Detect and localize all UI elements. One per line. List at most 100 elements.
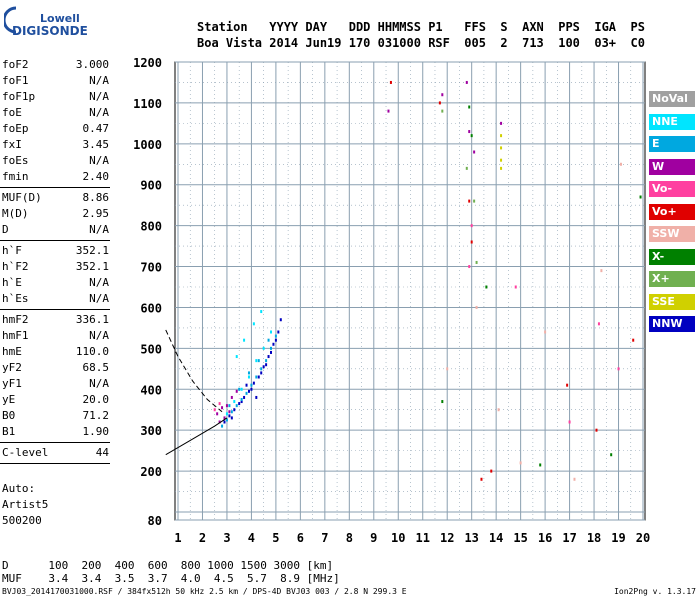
data-point-e bbox=[274, 334, 277, 338]
digisonde-logo-arc-icon bbox=[4, 6, 17, 34]
param-value: N/A bbox=[89, 90, 109, 103]
param-value: 336.1 bbox=[75, 313, 109, 326]
param-name: h`F2 bbox=[2, 260, 29, 273]
param-separator bbox=[0, 442, 110, 443]
param-value: 8.86 bbox=[82, 191, 110, 204]
data-point-nnw bbox=[240, 400, 243, 404]
param-value: N/A bbox=[89, 329, 109, 342]
y-tick-label: 300 bbox=[140, 424, 162, 438]
legend-item-w: W bbox=[649, 158, 695, 175]
y-tick-label: 600 bbox=[140, 301, 162, 315]
param-value: 68.5 bbox=[82, 361, 110, 374]
param-row: foEs N/A bbox=[2, 153, 109, 168]
data-point-sse bbox=[500, 134, 503, 138]
legend-item-ssw: SSW bbox=[649, 226, 695, 242]
data-point-w bbox=[230, 395, 233, 399]
muf-distance-row: D 100 200 400 600 800 1000 1500 3000 [km… bbox=[2, 559, 334, 572]
data-point-nne bbox=[240, 387, 243, 391]
x-tick-label: 18 bbox=[587, 531, 601, 545]
param-row: foE N/A bbox=[2, 105, 109, 120]
data-point-nnw bbox=[279, 318, 282, 322]
x-tick-label: 16 bbox=[538, 531, 552, 545]
param-name: h`E bbox=[2, 276, 22, 289]
data-point-e bbox=[267, 338, 270, 342]
data-point-nnw bbox=[230, 416, 233, 420]
data-point-e bbox=[225, 418, 228, 422]
y-tick-label: 700 bbox=[140, 261, 162, 275]
y-tick-label: 400 bbox=[140, 383, 162, 397]
plot-frame bbox=[174, 61, 646, 521]
param-value: 2.95 bbox=[82, 207, 110, 220]
data-point-vo bbox=[468, 265, 471, 269]
data-point-nnw bbox=[277, 330, 280, 334]
autoscale-label: Auto: bbox=[2, 482, 36, 495]
data-point-nne bbox=[262, 346, 265, 350]
param-name: B1 bbox=[2, 425, 16, 438]
data-point-w bbox=[228, 410, 231, 414]
data-point-w bbox=[235, 389, 238, 393]
data-point-nne bbox=[260, 310, 263, 314]
x-tick-label: 6 bbox=[297, 531, 304, 545]
data-point-w bbox=[216, 412, 219, 416]
param-row: D N/A bbox=[2, 222, 109, 237]
x-tick-label: 11 bbox=[416, 531, 430, 545]
legend-item-noval: NoVal bbox=[649, 91, 695, 107]
param-row: fmin 2.40 bbox=[2, 169, 109, 184]
param-value: N/A bbox=[89, 276, 109, 289]
y-tick-label: 1200 bbox=[133, 56, 162, 70]
param-value: N/A bbox=[89, 292, 109, 305]
param-value: 3.45 bbox=[82, 138, 110, 151]
param-row: MUF(D) 8.86 bbox=[2, 190, 109, 205]
data-point-e bbox=[257, 359, 260, 363]
param-row: foF2 3.000 bbox=[2, 57, 109, 72]
data-point-vo bbox=[490, 469, 493, 473]
param-name: fxI bbox=[2, 138, 22, 151]
param-value: 2.40 bbox=[82, 170, 110, 183]
data-point-nne bbox=[243, 338, 246, 342]
data-point-nnw bbox=[238, 402, 241, 406]
data-point-nnw bbox=[270, 350, 272, 354]
param-value: N/A bbox=[89, 106, 109, 119]
data-point-x bbox=[485, 285, 488, 289]
x-tick-label: 7 bbox=[321, 531, 328, 545]
data-point-vo bbox=[438, 101, 441, 105]
data-point-e bbox=[240, 398, 243, 401]
data-point-x bbox=[470, 134, 473, 138]
data-point-e bbox=[270, 346, 272, 350]
x-tick-label: 2 bbox=[199, 531, 206, 545]
data-point-e bbox=[228, 404, 231, 408]
param-name: foF1 bbox=[2, 74, 29, 87]
software-version: Ion2Png v. 1.3.17 bbox=[614, 587, 696, 596]
autoscale-code: 500200 bbox=[2, 514, 42, 527]
param-value: 71.2 bbox=[82, 409, 110, 422]
y-tick-label: 800 bbox=[140, 220, 162, 234]
data-point-nne bbox=[225, 412, 228, 416]
data-point-w bbox=[225, 404, 228, 408]
x-tick-label: 20 bbox=[636, 531, 650, 545]
data-point-x bbox=[639, 195, 642, 199]
y-tick-label: 900 bbox=[140, 179, 162, 193]
data-point-vo bbox=[568, 420, 571, 424]
param-value: 352.1 bbox=[75, 244, 109, 257]
data-point-w bbox=[441, 93, 444, 97]
param-name: MUF(D) bbox=[2, 191, 42, 204]
param-name: foEs bbox=[2, 154, 29, 167]
y-tick-label: 1100 bbox=[133, 97, 162, 111]
param-row: B1 1.90 bbox=[2, 424, 109, 439]
param-row: hmE 110.0 bbox=[2, 344, 109, 359]
param-value: 44 bbox=[95, 446, 109, 459]
param-row: C-level 44 bbox=[2, 445, 109, 460]
param-row: h`E N/A bbox=[2, 275, 109, 290]
legend-item-e: E bbox=[649, 136, 695, 152]
data-point-vo bbox=[389, 80, 392, 84]
profile-dashed-line bbox=[165, 329, 223, 413]
data-point-nnw bbox=[274, 338, 277, 342]
param-name: foEp bbox=[2, 122, 29, 135]
param-row: B0 71.2 bbox=[2, 408, 109, 423]
x-tick-label: 9 bbox=[370, 531, 377, 545]
data-point-x bbox=[539, 463, 542, 467]
x-tick-label: 17 bbox=[562, 531, 576, 545]
x-tick-label: 14 bbox=[489, 531, 503, 545]
data-point-vo bbox=[566, 383, 569, 387]
param-name: hmE bbox=[2, 345, 22, 358]
